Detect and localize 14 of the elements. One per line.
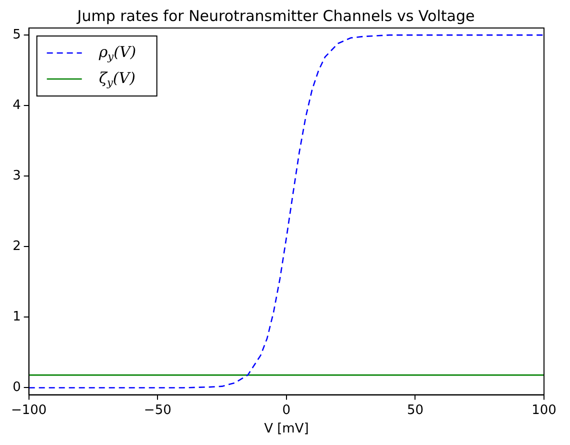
x-tick-label: 100 (532, 402, 556, 418)
y-tick-label: 0 (12, 380, 21, 396)
y-tick-label: 2 (12, 239, 21, 254)
y-tick-label: 1 (12, 310, 21, 325)
y-tick-label: 4 (12, 98, 21, 113)
x-tick-label: −100 (10, 402, 47, 418)
y-tick-label: 3 (12, 168, 21, 184)
x-tick-label: 50 (406, 402, 424, 418)
line-series (28, 34, 544, 388)
y-tick-label: 5 (12, 27, 21, 42)
x-tick-label: 0 (282, 402, 291, 418)
chart-title: Jump rates for Neurotransmitter Channels vs Voltage (76, 6, 475, 25)
x-axis-title: V [mV] (264, 422, 309, 437)
x-tick-label: −50 (144, 402, 172, 418)
